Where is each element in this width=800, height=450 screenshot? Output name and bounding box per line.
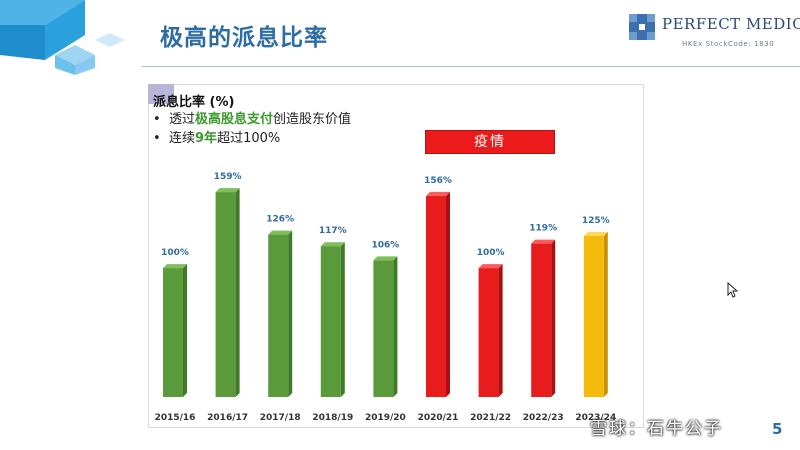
bar [320,246,341,397]
bar-top [531,239,556,244]
bar-side [340,242,345,397]
title-divider [142,66,800,67]
bar [215,192,236,397]
bullet-list: • 透过极高股息支付创造股东价值 • 连续9年超过100% [153,108,351,146]
payout-ratio-chart: 100% 2015/16 159% 2016/17 126% 2017/18 117% 201… [155,172,617,423]
page-number: 5 [772,420,783,438]
bar-side [393,256,398,397]
x-tick-label: 2016/17 [207,413,248,423]
bullet-dot-icon: • [153,112,161,127]
bullet-item: • 透过极高股息支付创造股东价值 [153,108,351,127]
bullet-text: 透过 [169,112,196,127]
x-tick-label: 2022/23 [523,413,564,423]
bar [583,235,604,397]
bar-top [478,264,503,269]
bar-side [603,231,608,397]
bar-top [163,264,187,269]
company-logo [629,14,655,40]
data-label: 125% [582,216,610,226]
bar [478,268,499,397]
data-label: 156% [424,176,452,186]
bar-top [426,191,450,196]
x-tick-label: 2021/22 [470,413,511,423]
bar-side [183,264,187,397]
data-label: 119% [529,224,557,234]
decorative-cubes [0,0,125,75]
bar-top [583,231,608,236]
bar-top [320,242,345,247]
bullet-item: • 连续9年超过100% [153,127,351,146]
data-label: 159% [214,172,242,182]
chart-heading: 派息比率 (%) [153,95,235,110]
bar [268,234,289,397]
watermark: 雪球：石牛公子 [590,419,723,439]
bullet-highlight: 9年 [195,131,218,146]
x-tick-label: 2017/18 [260,413,301,423]
logo-name: PERFECT MEDICAL [662,15,800,33]
bar [373,260,394,397]
bullet-highlight: 极高股息支付 [195,112,274,127]
bullet-text: 连续 [169,131,196,146]
data-label: 117% [319,226,347,236]
data-label: 100% [161,248,189,258]
x-tick-label: 2015/16 [155,413,196,423]
data-label: 100% [477,248,505,258]
bar-top [373,256,398,261]
bar-top [268,230,293,235]
x-tick-label: 2019/20 [365,413,406,423]
bullet-text: 创造股东价值 [273,112,352,127]
logo-stock-code: HKEx StockCode: 1830 [682,40,775,48]
bullet-dot-icon: • [153,131,161,146]
bar [531,243,552,397]
bar-side [498,264,503,397]
bar [426,195,446,397]
bar-side [551,239,556,397]
bar-top [215,188,240,193]
bar-side [235,188,240,397]
x-tick-label: 2020/21 [418,413,459,423]
x-tick-label: 2018/19 [312,413,353,423]
data-label: 126% [266,215,294,225]
covid-annotation: 疫情 [425,130,555,154]
bullet-text: 超过100% [217,131,281,146]
slide-title: 极高的派息比率 [160,25,328,51]
panel-tag [148,84,174,104]
bar-side [446,191,450,397]
mouse-cursor-icon [727,282,739,298]
data-label: 106% [371,240,399,250]
x-tick-label: 2023/24 [575,413,616,423]
bar [163,268,183,397]
bar-side [288,230,293,397]
